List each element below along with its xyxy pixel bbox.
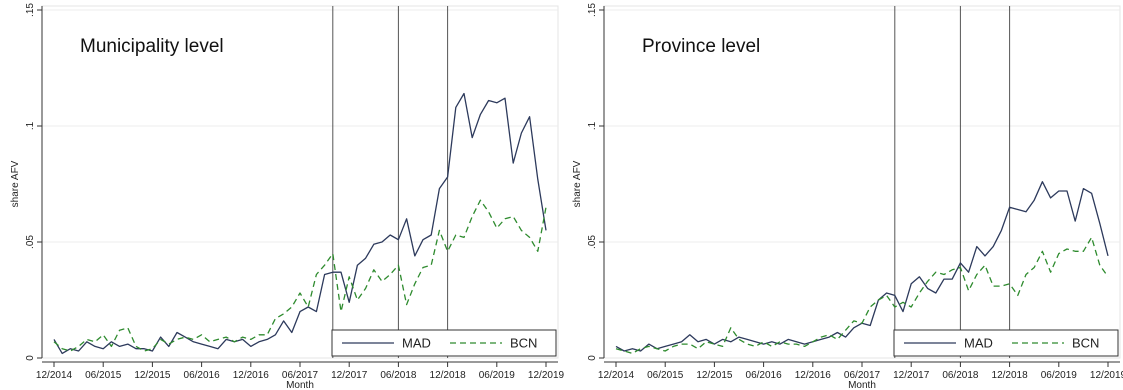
x-tick-label: 12/2017 bbox=[331, 370, 368, 381]
panel-title: Municipality level bbox=[80, 36, 224, 57]
legend-label-mad: MAD bbox=[964, 336, 993, 351]
x-tick-label: 12/2018 bbox=[992, 370, 1029, 381]
y-tick-label: 0 bbox=[25, 355, 36, 361]
x-tick-label: 12/2016 bbox=[795, 370, 832, 381]
x-tick-label: 12/2018 bbox=[430, 370, 467, 381]
legend-label-mad: MAD bbox=[402, 336, 431, 351]
x-axis-title: Month bbox=[848, 380, 876, 390]
legend-label-bcn: BCN bbox=[510, 336, 537, 351]
x-tick-label: 06/2016 bbox=[184, 370, 221, 381]
x-tick-label: 06/2019 bbox=[479, 370, 516, 381]
x-tick-label: 06/2017 bbox=[844, 370, 881, 381]
x-tick-label: 12/2019 bbox=[528, 370, 565, 381]
chart-panel-2: 0 .05 .1 .15 12/2014 06/2015 12/2015 06/2016 12/… bbox=[572, 3, 1123, 390]
panel-title: Province level bbox=[642, 36, 760, 57]
y-tick-label: .05 bbox=[587, 235, 598, 249]
chart-panel-1: 0 .05 .1 .15 12/2014 06/2015 12/2015 06/2016 12/… bbox=[10, 3, 565, 390]
series-line-bcn bbox=[53, 199, 547, 352]
y-tick-label: .15 bbox=[587, 3, 598, 17]
series-line-bcn bbox=[615, 236, 1109, 355]
legend: MAD BCN bbox=[331, 329, 557, 357]
x-tick-label: 12/2014 bbox=[598, 370, 635, 381]
x-tick-label: 06/2016 bbox=[746, 370, 783, 381]
x-tick-label: 12/2016 bbox=[233, 370, 270, 381]
x-tick-label: 06/2018 bbox=[942, 370, 979, 381]
y-tick-label: .05 bbox=[25, 235, 36, 249]
x-tick-label: 06/2015 bbox=[85, 370, 122, 381]
x-tick-label: 06/2017 bbox=[282, 370, 319, 381]
plot-frame bbox=[41, 5, 559, 359]
y-axis-title: share AFV bbox=[572, 160, 583, 207]
x-tick-label: 06/2015 bbox=[647, 370, 684, 381]
series-line-mad bbox=[53, 92, 547, 355]
x-tick-label: 06/2018 bbox=[380, 370, 417, 381]
legend: MAD BCN bbox=[893, 329, 1119, 357]
x-tick-label: 12/2019 bbox=[1090, 370, 1123, 381]
x-tick-label: 06/2019 bbox=[1041, 370, 1078, 381]
y-tick-label: .1 bbox=[25, 121, 36, 130]
x-tick-label: 12/2015 bbox=[696, 370, 733, 381]
x-tick-label: 12/2015 bbox=[134, 370, 171, 381]
y-tick-label: .1 bbox=[587, 121, 598, 130]
y-tick-label: .15 bbox=[25, 3, 36, 17]
x-tick-label: 12/2017 bbox=[893, 370, 930, 381]
x-axis-title: Month bbox=[286, 380, 314, 390]
y-tick-label: 0 bbox=[587, 355, 598, 361]
x-tick-label: 12/2014 bbox=[36, 370, 73, 381]
legend-label-bcn: BCN bbox=[1072, 336, 1099, 351]
y-axis-title: share AFV bbox=[10, 160, 21, 207]
